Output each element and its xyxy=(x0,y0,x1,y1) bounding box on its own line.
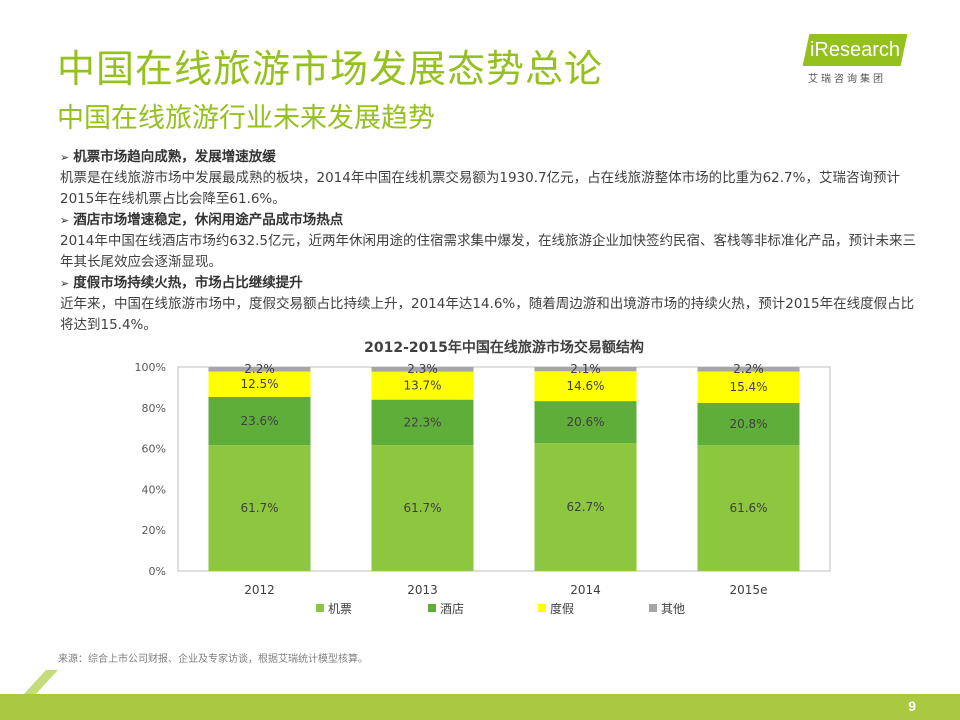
bar-segment-酒店 xyxy=(371,399,474,446)
data-label: 2.1% xyxy=(570,362,601,376)
y-tick-label: 100% xyxy=(135,361,166,374)
data-label: 20.6% xyxy=(566,415,604,429)
bar-segment-其他 xyxy=(371,367,474,372)
bar-segment-度假 xyxy=(371,371,474,400)
bar-segment-酒店 xyxy=(697,402,800,446)
bullet-heading-text: 机票市场趋向成熟，发展增速放缓 xyxy=(73,149,276,165)
data-label: 12.5% xyxy=(240,377,278,391)
x-tick-label: 2015e xyxy=(730,583,768,597)
arrow-bullet-icon: ➢ xyxy=(60,214,70,227)
data-label: 14.6% xyxy=(566,379,604,393)
bullet-body: 2014年中国在线酒店市场约632.5亿元，近两年休闲用途的住宿需求集中爆发，在… xyxy=(60,233,917,270)
data-label: 2.3% xyxy=(407,362,438,376)
x-tick-label: 2014 xyxy=(570,583,601,597)
legend-swatch xyxy=(538,604,546,612)
bullet-body: 机票是在线旅游市场中发展最成熟的板块，2014年中国在线机票交易额为1930.7… xyxy=(60,170,900,207)
data-label: 22.3% xyxy=(403,415,441,429)
bullet-heading: ➢ 酒店市场增速稳定，休闲用途产品成市场热点 xyxy=(60,210,920,231)
bullet-item: ➢ 机票市场趋向成熟，发展增速放缓 机票是在线旅游市场中发展最成熟的板块，2014… xyxy=(60,147,920,210)
bullet-list: ➢ 机票市场趋向成熟，发展增速放缓 机票是在线旅游市场中发展最成熟的板块，2014… xyxy=(60,147,920,336)
data-label: 20.8% xyxy=(729,417,767,431)
legend-swatch xyxy=(649,604,657,612)
data-label: 62.7% xyxy=(566,500,604,514)
data-label: 2.2% xyxy=(244,362,275,376)
logo-subtext: 艾瑞咨询集团 xyxy=(808,74,886,85)
data-label: 2.2% xyxy=(733,362,764,376)
bar-segment-度假 xyxy=(697,371,800,403)
legend-label: 机票 xyxy=(328,602,352,616)
footer-bar xyxy=(0,694,960,720)
bar-segment-其他 xyxy=(534,367,637,372)
data-label: 23.6% xyxy=(240,414,278,428)
stacked-bar-chart: 2012-2015年中国在线旅游市场交易额结构 0% 20% 40% 60% 80% 100… xyxy=(135,339,831,616)
legend-label: 酒店 xyxy=(440,602,464,616)
arrow-bullet-icon: ➢ xyxy=(60,151,70,164)
bar-segment-其他 xyxy=(697,367,800,372)
bullet-heading-text: 度假市场持续火热，市场占比继续提升 xyxy=(73,275,303,291)
chart-title: 2012-2015年中国在线旅游市场交易额结构 xyxy=(364,339,644,356)
bar-segment-机票 xyxy=(208,445,311,571)
x-tick-label: 2012 xyxy=(244,583,275,597)
data-label: 61.7% xyxy=(403,501,441,515)
bar-segment-酒店 xyxy=(534,401,637,444)
bullet-item: ➢ 酒店市场增速稳定，休闲用途产品成市场热点 2014年中国在线酒店市场约632.… xyxy=(60,210,920,273)
bullet-item: ➢ 度假市场持续火热，市场占比继续提升 近年来，中国在线旅游市场中，度假交易额占比… xyxy=(60,273,920,336)
x-tick-label: 2013 xyxy=(407,583,438,597)
bar-segment-机票 xyxy=(371,445,474,571)
y-tick-label: 60% xyxy=(142,443,166,456)
page-number: 9 xyxy=(908,698,916,714)
logo-text: iResearch xyxy=(809,39,901,61)
arrow-bullet-icon: ➢ xyxy=(60,277,70,290)
plot-area-frame xyxy=(177,366,831,572)
data-label: 15.4% xyxy=(729,380,767,394)
bar-segment-机票 xyxy=(697,445,800,571)
source-note: 来源：综合上市公司财报、企业及专家访谈，根据艾瑞统计模型核算。 xyxy=(58,654,368,665)
legend-label: 其他 xyxy=(661,602,685,616)
iresearch-logo: iResearch 艾瑞咨询集团 xyxy=(800,34,912,85)
y-tick-label: 20% xyxy=(142,524,166,537)
y-tick-label: 0% xyxy=(149,565,166,578)
bullet-heading: ➢ 机票市场趋向成熟，发展增速放缓 xyxy=(60,147,920,168)
bar-segment-酒店 xyxy=(208,396,311,446)
page-title: 中国在线旅游市场发展态势总论 xyxy=(57,47,604,91)
legend-swatch xyxy=(428,604,436,612)
bullet-body: 近年来，中国在线旅游市场中，度假交易额占比持续上升，2014年达14.6%，随着… xyxy=(60,296,915,333)
legend-swatch xyxy=(316,604,324,612)
bar-segment-度假 xyxy=(534,371,637,402)
bullet-heading-text: 酒店市场增速稳定，休闲用途产品成市场热点 xyxy=(73,212,344,228)
bar-segment-其他 xyxy=(208,367,311,372)
data-label: 61.6% xyxy=(729,501,767,515)
y-tick-label: 80% xyxy=(142,402,166,415)
legend-label: 度假 xyxy=(550,601,574,616)
data-label: 13.7% xyxy=(403,379,441,393)
page-subtitle: 中国在线旅游行业未来发展趋势 xyxy=(57,103,435,134)
bar-segment-机票 xyxy=(534,443,637,571)
bullet-heading: ➢ 度假市场持续火热，市场占比继续提升 xyxy=(60,273,920,294)
data-label: 61.7% xyxy=(240,501,278,515)
y-tick-label: 40% xyxy=(142,483,166,496)
bar-segment-度假 xyxy=(208,371,311,397)
